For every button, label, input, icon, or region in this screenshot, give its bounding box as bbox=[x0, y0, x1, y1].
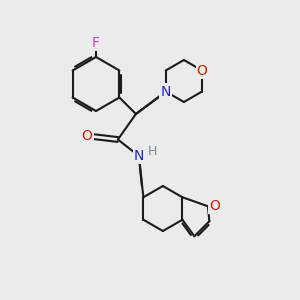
Text: H: H bbox=[148, 145, 157, 158]
Text: N: N bbox=[160, 85, 171, 98]
Text: O: O bbox=[209, 199, 220, 213]
Text: O: O bbox=[196, 64, 208, 77]
Text: O: O bbox=[82, 130, 92, 143]
Text: F: F bbox=[92, 36, 100, 50]
Text: N: N bbox=[134, 149, 144, 163]
